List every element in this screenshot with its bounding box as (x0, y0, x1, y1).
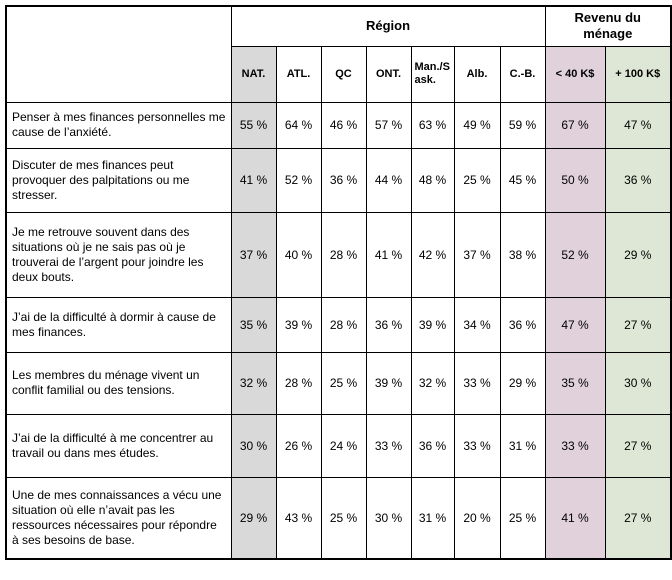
value-cell-nat: 37 % (230, 211, 277, 298)
value-cell-high-income: 27 % (604, 476, 672, 560)
table-body: Penser à mes finances personnelles me ca… (5, 101, 672, 560)
value-cell-nat: 29 % (230, 476, 277, 560)
value-cell-alb: 34 % (453, 296, 501, 353)
table-row: Les membres du ménage vivent un conflit … (5, 351, 672, 415)
column-header-atl: ATL. (275, 45, 322, 103)
value-cell-mansask: 32 % (410, 351, 455, 415)
value-cell-low-income: 67 % (544, 101, 606, 149)
value-cell-ont: 30 % (365, 476, 412, 560)
value-cell-cb: 59 % (499, 101, 546, 149)
table-row: Penser à mes finances personnelles me ca… (5, 101, 672, 149)
table-header: Région Revenu du ménage NAT. ATL. QC ONT. Ma… (5, 5, 672, 103)
value-cell-low-income: 50 % (544, 147, 606, 213)
table-row: J’ai de la difficulté à dormir à cause d… (5, 296, 672, 353)
value-cell-ont: 39 % (365, 351, 412, 415)
value-cell-high-income: 47 % (604, 101, 672, 149)
row-label: J’ai de la difficulté à dormir à cause d… (5, 296, 232, 353)
corner-cell (5, 5, 232, 103)
column-header-low-income: < 40 K$ (544, 45, 606, 103)
row-label: Je me retrouve souvent dans des situatio… (5, 211, 232, 298)
value-cell-high-income: 30 % (604, 351, 672, 415)
value-cell-atl: 28 % (275, 351, 322, 415)
value-cell-nat: 35 % (230, 296, 277, 353)
value-cell-alb: 20 % (453, 476, 501, 560)
value-cell-cb: 29 % (499, 351, 546, 415)
value-cell-alb: 33 % (453, 413, 501, 478)
value-cell-high-income: 27 % (604, 296, 672, 353)
table-row: Je me retrouve souvent dans des situatio… (5, 211, 672, 298)
value-cell-high-income: 27 % (604, 413, 672, 478)
value-cell-qc: 28 % (320, 211, 367, 298)
value-cell-nat: 32 % (230, 351, 277, 415)
value-cell-ont: 57 % (365, 101, 412, 149)
value-cell-low-income: 47 % (544, 296, 606, 353)
value-cell-qc: 25 % (320, 476, 367, 560)
income-group-header: Revenu du ménage (544, 5, 672, 47)
value-cell-alb: 25 % (453, 147, 501, 213)
value-cell-ont: 41 % (365, 211, 412, 298)
column-header-row: NAT. ATL. QC ONT. Man./Sask. Alb. C.-B. < 40 K$… (6, 45, 672, 103)
value-cell-atl: 26 % (275, 413, 322, 478)
table-row: Une de mes connaissances a vécu une situ… (5, 476, 672, 560)
value-cell-ont: 33 % (365, 413, 412, 478)
value-cell-alb: 37 % (453, 211, 501, 298)
value-cell-mansask: 63 % (410, 101, 455, 149)
value-cell-cb: 38 % (499, 211, 546, 298)
column-header-alb: Alb. (453, 45, 501, 103)
value-cell-alb: 49 % (453, 101, 501, 149)
value-cell-mansask: 39 % (410, 296, 455, 353)
value-cell-atl: 43 % (275, 476, 322, 560)
value-cell-low-income: 33 % (544, 413, 606, 478)
column-header-ont: ONT. (365, 45, 412, 103)
value-cell-qc: 25 % (320, 351, 367, 415)
region-group-header: Région (230, 5, 546, 47)
column-header-cb: C.-B. (499, 45, 546, 103)
value-cell-ont: 36 % (365, 296, 412, 353)
survey-table: Région Revenu du ménage NAT. ATL. QC ONT. Ma… (5, 5, 672, 560)
value-cell-mansask: 36 % (410, 413, 455, 478)
value-cell-high-income: 36 % (604, 147, 672, 213)
value-cell-qc: 24 % (320, 413, 367, 478)
value-cell-mansask: 42 % (410, 211, 455, 298)
value-cell-cb: 31 % (499, 413, 546, 478)
value-cell-qc: 36 % (320, 147, 367, 213)
column-header-mansask: Man./Sask. (410, 45, 455, 103)
value-cell-cb: 25 % (499, 476, 546, 560)
value-cell-high-income: 29 % (604, 211, 672, 298)
row-label: Les membres du ménage vivent un conflit … (5, 351, 232, 415)
row-label: Penser à mes finances personnelles me ca… (5, 101, 232, 149)
value-cell-atl: 64 % (275, 101, 322, 149)
value-cell-atl: 39 % (275, 296, 322, 353)
column-header-nat: NAT. (230, 45, 277, 103)
row-label: Une de mes connaissances a vécu une situ… (5, 476, 232, 560)
value-cell-cb: 36 % (499, 296, 546, 353)
row-label: Discuter de mes finances peut provoquer … (5, 147, 232, 213)
page: Région Revenu du ménage NAT. ATL. QC ONT. Ma… (5, 5, 672, 560)
value-cell-nat: 55 % (230, 101, 277, 149)
value-cell-mansask: 48 % (410, 147, 455, 213)
value-cell-nat: 41 % (230, 147, 277, 213)
value-cell-qc: 28 % (320, 296, 367, 353)
group-header-row: Région Revenu du ménage (5, 5, 672, 103)
value-cell-cb: 45 % (499, 147, 546, 213)
value-cell-low-income: 52 % (544, 211, 606, 298)
column-header-qc: QC (320, 45, 367, 103)
value-cell-atl: 40 % (275, 211, 322, 298)
table-row: Discuter de mes finances peut provoquer … (5, 147, 672, 213)
value-cell-ont: 44 % (365, 147, 412, 213)
value-cell-qc: 46 % (320, 101, 367, 149)
table-row: J’ai de la difficulté à me concentrer au… (5, 413, 672, 478)
value-cell-low-income: 41 % (544, 476, 606, 560)
row-label: J’ai de la difficulté à me concentrer au… (5, 413, 232, 478)
value-cell-alb: 33 % (453, 351, 501, 415)
value-cell-atl: 52 % (275, 147, 322, 213)
value-cell-low-income: 35 % (544, 351, 606, 415)
column-header-high-income: + 100 K$ (604, 45, 672, 103)
value-cell-nat: 30 % (230, 413, 277, 478)
value-cell-mansask: 31 % (410, 476, 455, 560)
